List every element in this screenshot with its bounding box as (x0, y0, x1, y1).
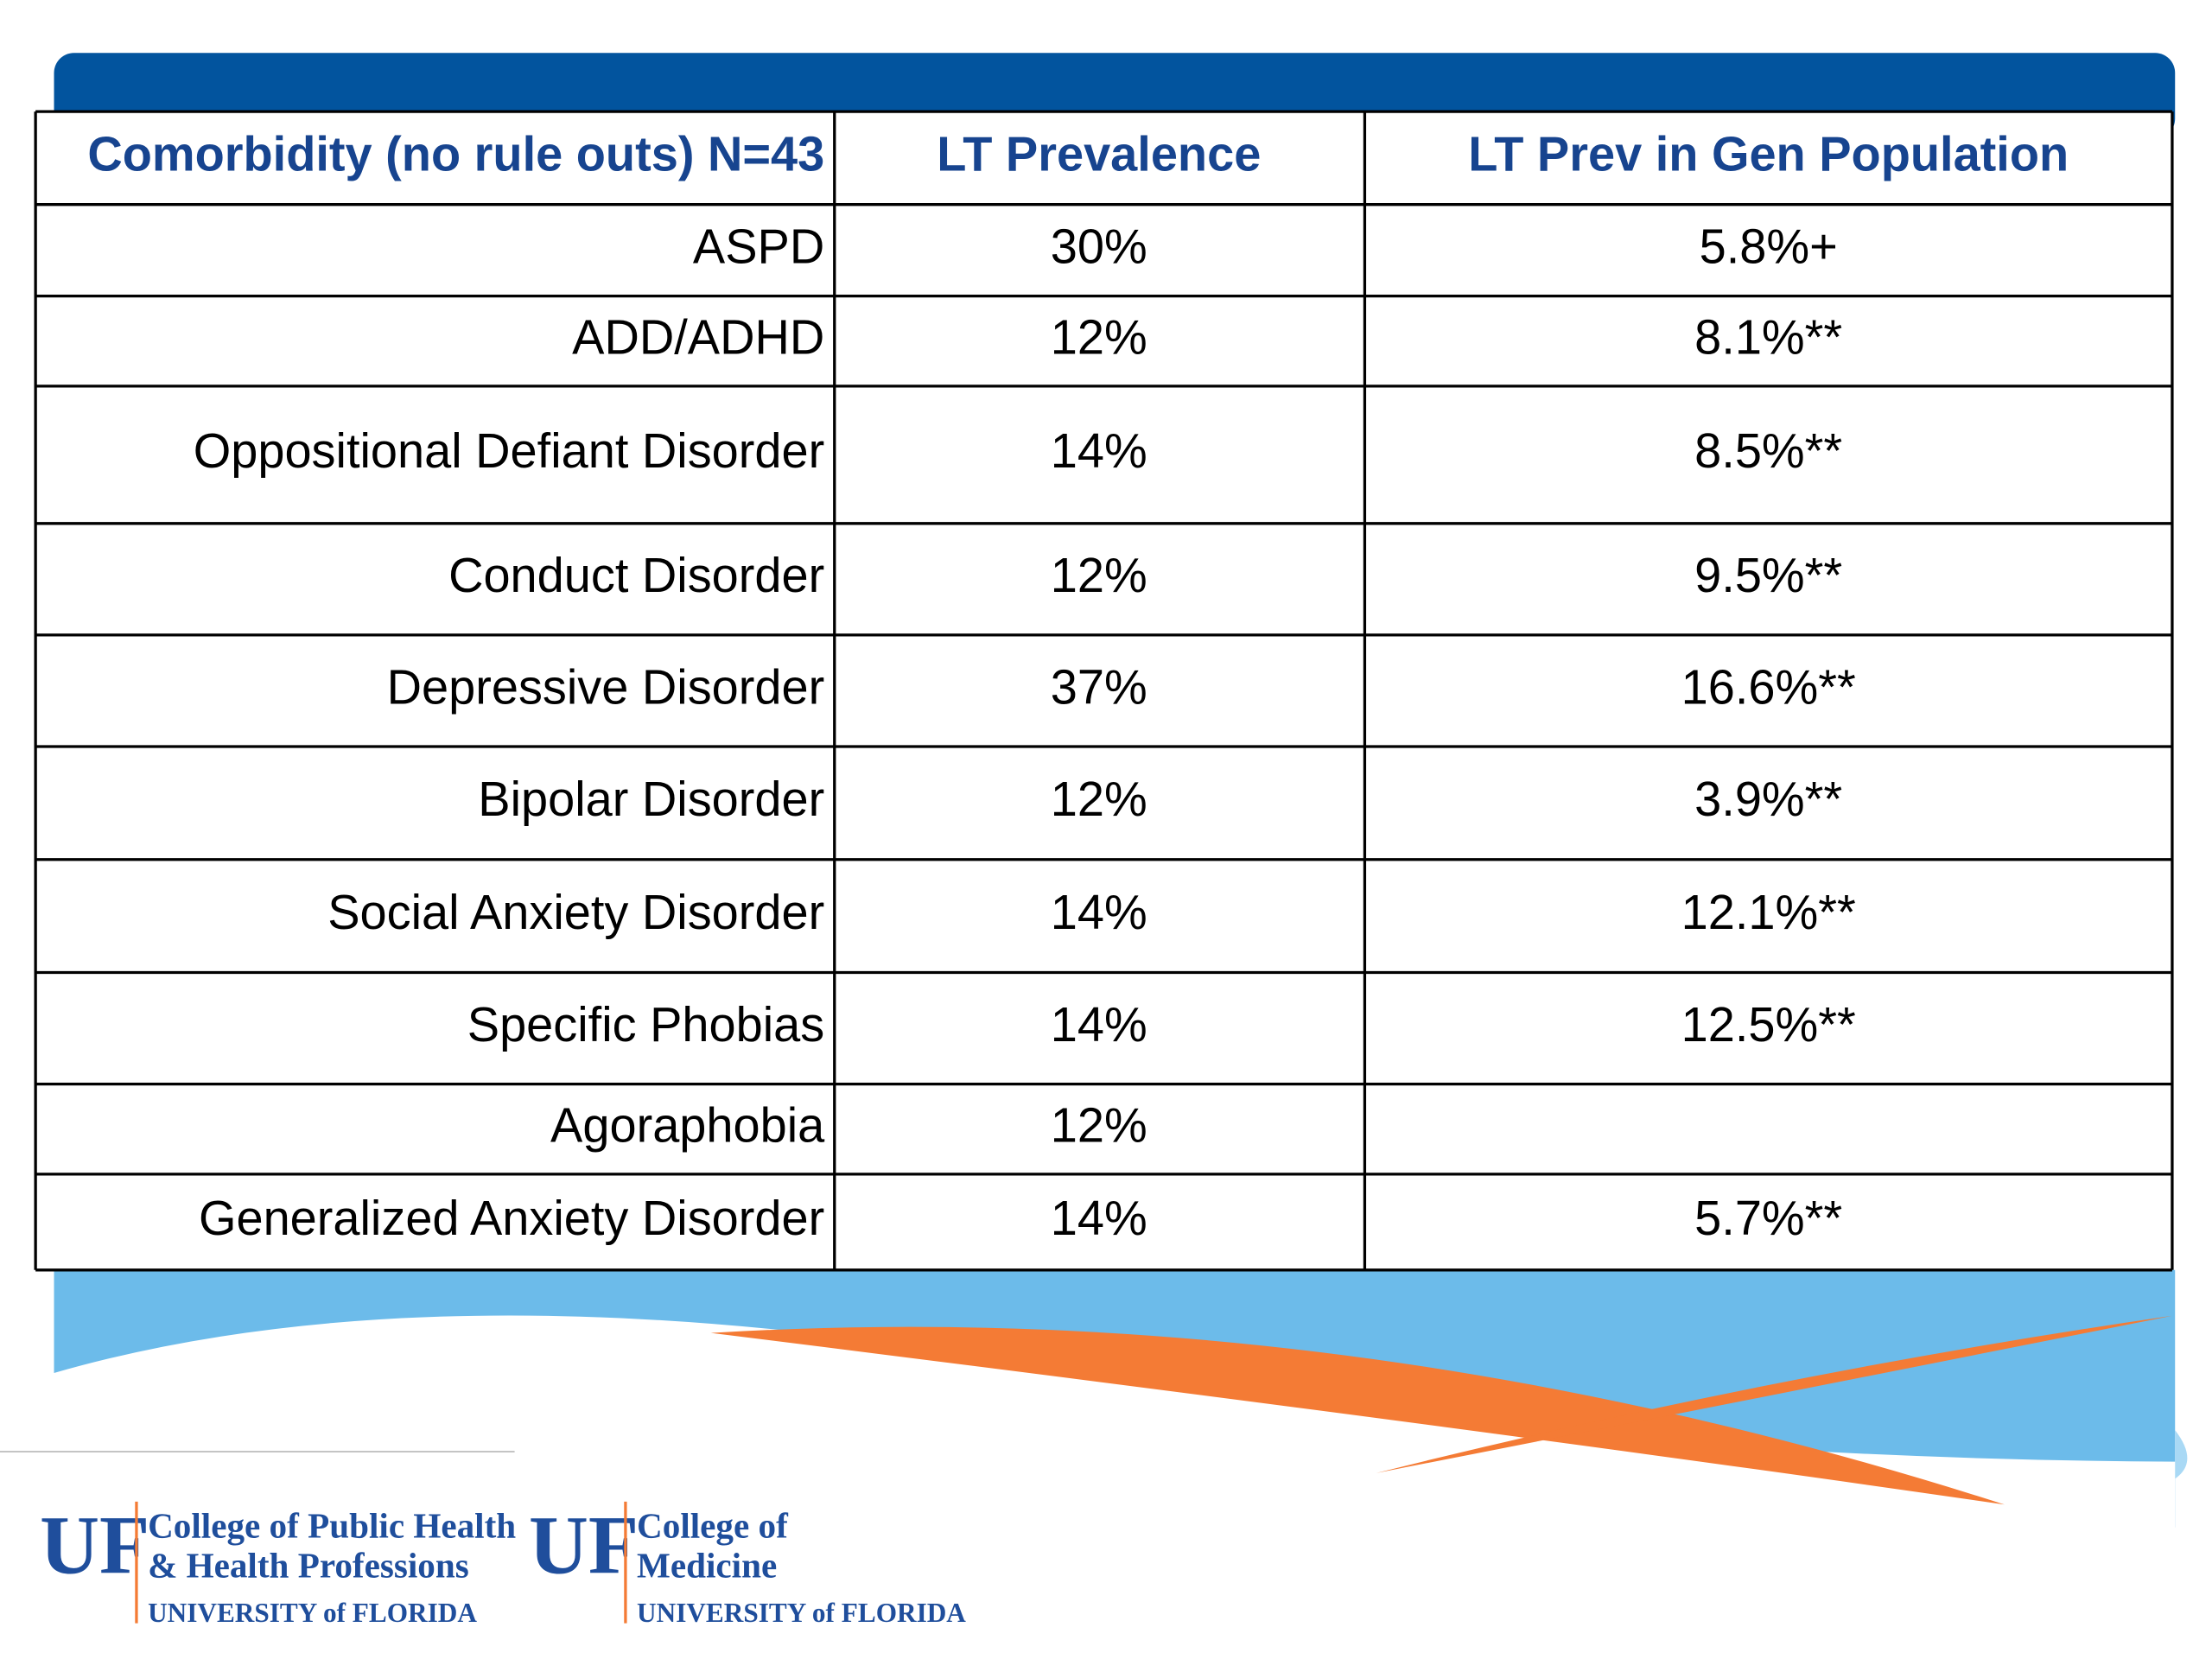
table-cell: 3.9%** (1694, 772, 1842, 826)
table-cell: 5.7%** (1694, 1191, 1842, 1245)
table-cell: 12% (1051, 772, 1147, 826)
logo-line: College of Public Health (148, 1505, 516, 1545)
table-cell: 14% (1051, 885, 1147, 939)
table-cell: 14% (1051, 1191, 1147, 1245)
table-cell: 12.1%** (1681, 885, 1856, 939)
table-cell: 30% (1051, 219, 1147, 273)
wave-white (0, 1315, 2176, 1659)
table-cell: Depressive Disorder (387, 659, 825, 714)
table-cell: Conduct Disorder (448, 548, 824, 602)
table-cell: LT Prev in Gen Population (1468, 127, 2069, 181)
table-cell: Agoraphobia (550, 1097, 825, 1152)
table-cell: 16.6%** (1681, 659, 1856, 714)
table-cell: 14% (1051, 997, 1147, 1052)
logo-mark: UF (40, 1499, 149, 1591)
table-cell: Social Anxiety Disorder (327, 885, 824, 939)
table-cell: 8.1%** (1694, 309, 1842, 364)
table-cell: 12% (1051, 548, 1147, 602)
orange-swoosh (1376, 1315, 2172, 1473)
logo-line: & Health Professions (148, 1546, 469, 1586)
table-cell: 14% (1051, 423, 1147, 478)
logo-mark: UF (529, 1499, 639, 1591)
table: Comorbidity (no rule outs) N=43 LT Preval… (34, 110, 2174, 1272)
table-cell: 12% (1051, 309, 1147, 364)
logo-line: College of (637, 1505, 789, 1545)
logo-university: UNIVERSITY of FLORIDA (637, 1598, 966, 1628)
table-cell: 8.5%** (1694, 423, 1842, 478)
table-bg (35, 111, 2172, 1270)
table-cell: Bipolar Disorder (478, 772, 824, 826)
logo-university: UNIVERSITY of FLORIDA (148, 1598, 477, 1628)
table-cell: ADD/ADHD (572, 309, 824, 364)
table-cell: 9.5%** (1694, 548, 1842, 602)
logo-line: Medicine (637, 1546, 777, 1586)
table-cell: Generalized Anxiety Disorder (199, 1191, 824, 1245)
table-cell: LT Prevalence (937, 127, 1261, 181)
table-cell: 12.5%** (1681, 997, 1856, 1052)
table-cell: 37% (1051, 659, 1147, 714)
table-cell: ASPD (693, 219, 824, 273)
table-cell: 12% (1051, 1097, 1147, 1152)
table-cell: Comorbidity (no rule outs) N=43 (87, 127, 824, 181)
table-cell: Specific Phobias (467, 997, 824, 1052)
orange-swoosh (710, 1326, 2005, 1505)
table-cell: Oppositional Defiant Disorder (194, 423, 824, 478)
table-cell: 5.8%+ (1700, 219, 1838, 273)
